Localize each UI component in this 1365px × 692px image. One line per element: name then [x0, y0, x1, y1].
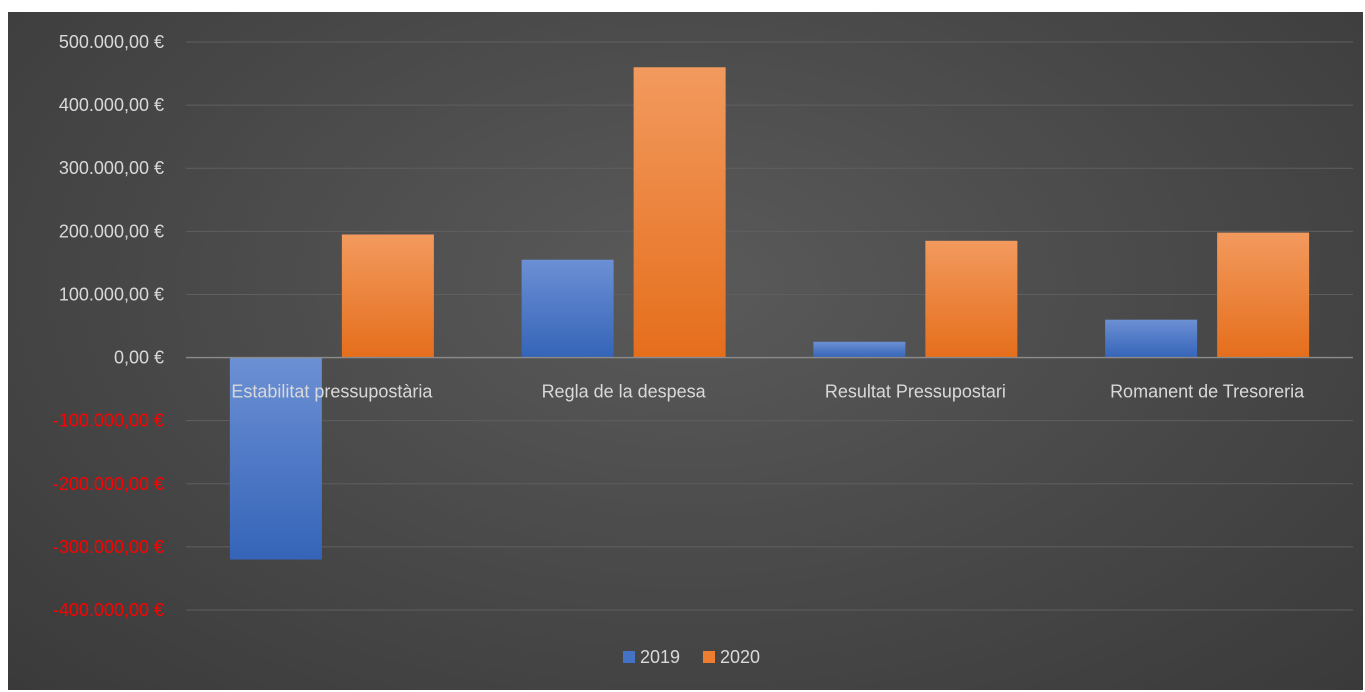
bar-2019	[813, 341, 906, 358]
y-tick-label: -100.000,00 €	[53, 411, 164, 431]
bar-2020	[1217, 232, 1310, 358]
y-tick-label: -300.000,00 €	[53, 537, 164, 557]
legend-label: 2019	[640, 647, 680, 667]
legend-swatch	[623, 651, 635, 663]
legend-label: 2020	[720, 647, 760, 667]
bar-2020	[341, 234, 434, 358]
y-tick-label: 0,00 €	[114, 348, 164, 368]
y-tick-label: -400.000,00 €	[53, 600, 164, 620]
y-tick-label: -200.000,00 €	[53, 474, 164, 494]
y-tick-label: 400.000,00 €	[59, 95, 164, 115]
y-tick-label: 500.000,00 €	[59, 32, 164, 52]
legend: 2019 2020	[623, 647, 760, 667]
y-tick-label: 200.000,00 €	[59, 221, 164, 241]
category-label: Romanent de Tresoreria	[1110, 382, 1305, 402]
bars	[229, 67, 1310, 560]
bar-2020	[925, 240, 1018, 358]
chart-area: 500.000,00 € 400.000,00 € 300.000,00 € 200.…	[8, 12, 1363, 690]
y-tick-label: 100.000,00 €	[59, 284, 164, 304]
category-label: Regla de la despesa	[542, 382, 707, 402]
bar-2019	[521, 259, 614, 358]
bar-2020	[633, 67, 726, 358]
y-tick-label: 300.000,00 €	[59, 158, 164, 178]
category-label: Resultat Pressupostari	[825, 382, 1006, 402]
bar-chart: 500.000,00 € 400.000,00 € 300.000,00 € 200.…	[53, 32, 1353, 667]
legend-swatch	[703, 651, 715, 663]
bar-2019	[1105, 319, 1198, 358]
bar-2019	[229, 357, 322, 560]
labels: 500.000,00 € 400.000,00 € 300.000,00 € 200.…	[53, 32, 1305, 620]
category-label: Estabilitat pressupostària	[231, 382, 433, 402]
